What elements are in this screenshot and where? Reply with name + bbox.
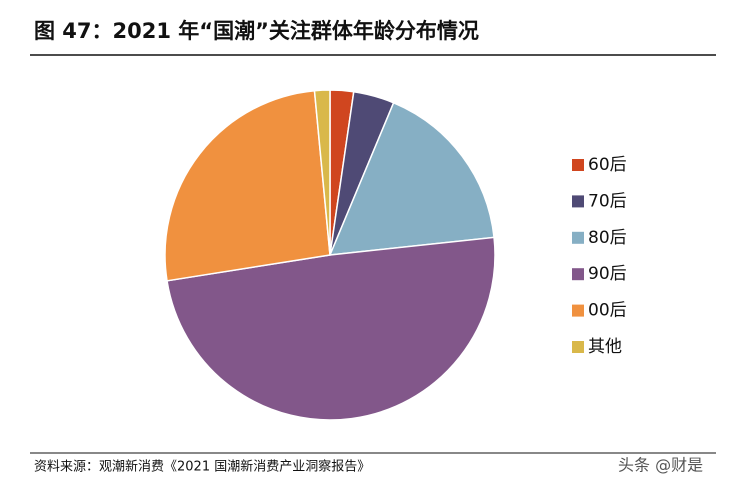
pie-slice: [166, 236, 496, 421]
source: 资料来源：观潮新消费《2021 国潮新消费产业洞察报告》: [34, 459, 370, 475]
pie-slice: [328, 101, 495, 256]
legend-swatch: [572, 231, 584, 244]
pie-slice: [164, 89, 331, 282]
legend-swatch: [572, 304, 584, 317]
legend-swatch: [572, 195, 584, 208]
legend-label: 60后: [588, 155, 627, 175]
legend-swatch: [572, 341, 584, 353]
legend-label: 80后: [588, 228, 627, 248]
watermark: 头条 @财是: [618, 456, 703, 475]
legend-label: 00后: [588, 301, 627, 321]
legend-label: 90后: [588, 264, 627, 284]
pie-slice: [313, 89, 331, 256]
chart-title: 图 47：2021 年“国潮”关注群体年龄分布情况: [34, 19, 479, 43]
legend-swatch: [572, 268, 584, 281]
legend-label: 其他: [588, 337, 622, 357]
legend-swatch: [572, 159, 584, 171]
legend-label: 70后: [588, 191, 627, 211]
